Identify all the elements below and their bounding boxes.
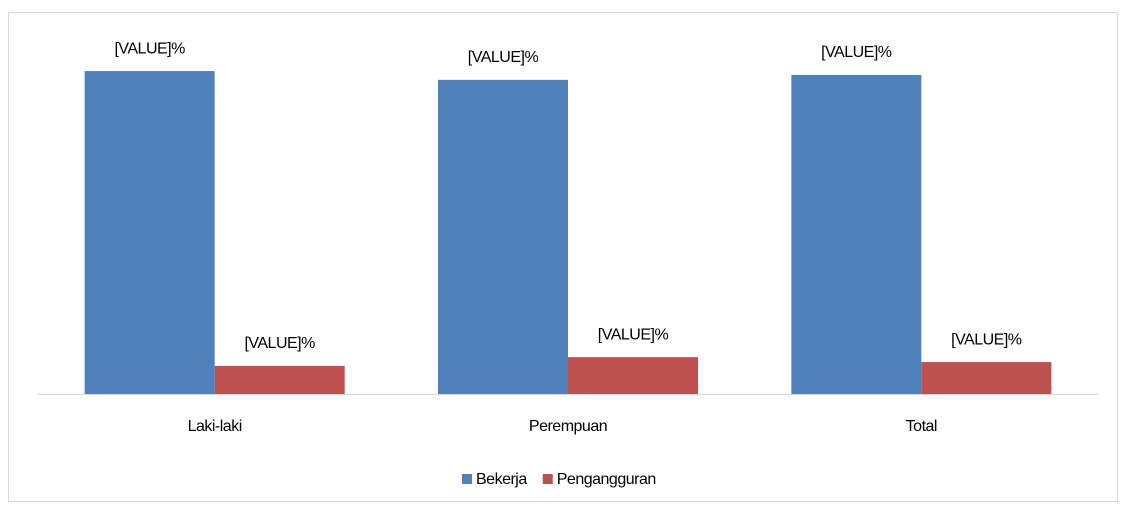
data-label: [VALUE]% (468, 49, 539, 66)
x-tick-label: Total (906, 418, 937, 435)
data-label: [VALUE]% (244, 335, 315, 352)
legend-swatch (462, 474, 472, 484)
data-label: [VALUE]% (821, 44, 892, 61)
bar (214, 365, 345, 394)
bar (921, 362, 1052, 394)
legend-label: Bekerja (476, 471, 527, 488)
bar (438, 79, 568, 394)
bar (568, 357, 698, 394)
x-tick-label: Laki-laki (188, 418, 242, 435)
legend-swatch (542, 474, 553, 484)
data-label: [VALUE]% (951, 331, 1022, 348)
x-tick-label: Perempuan (529, 418, 607, 435)
bar (791, 74, 922, 394)
legend-label: Pengangguran (557, 471, 656, 488)
bar (84, 71, 215, 394)
data-label: [VALUE]% (598, 326, 669, 343)
data-label: [VALUE]% (114, 40, 185, 57)
